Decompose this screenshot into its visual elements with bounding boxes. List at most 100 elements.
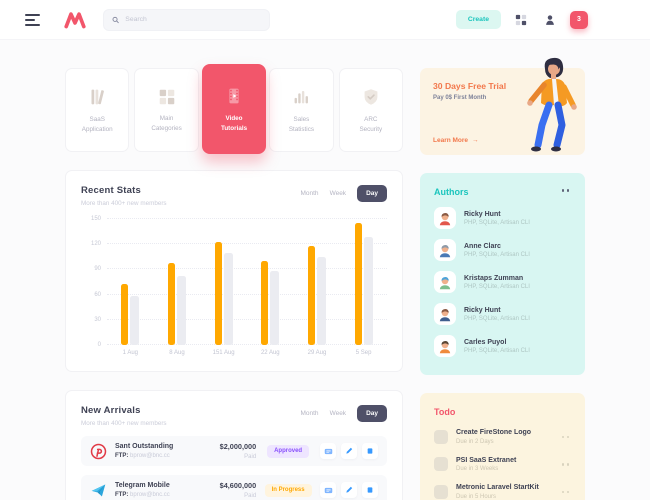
new-arrivals-card: New Arrivals More than 400+ new members … bbox=[65, 390, 403, 500]
filter-week-button[interactable]: Week bbox=[329, 410, 347, 417]
edit-button[interactable] bbox=[341, 482, 357, 498]
author-role: PHP, SQLite, Artisan CLI bbox=[464, 251, 530, 258]
todo-checkbox[interactable] bbox=[434, 429, 448, 444]
author-role: PHP, SQLite, Artisan CLI bbox=[464, 347, 530, 354]
bar-current bbox=[121, 283, 129, 345]
category-card-arc-security[interactable]: ARC Security bbox=[338, 68, 404, 152]
x-tick-label: 22 Aug bbox=[260, 350, 280, 356]
todo-item: Metronic Laravel StartKit Due in 5 Hours bbox=[434, 484, 571, 500]
author-role: PHP, SQLite, Artisan CLI bbox=[464, 283, 530, 290]
category-label: Main Categories bbox=[151, 115, 182, 132]
author-item[interactable]: Ricky Hunt PHP, SQLite, Artisan CLI bbox=[434, 303, 571, 325]
new-arrivals-subtitle: More than 400+ new members bbox=[81, 420, 167, 427]
recent-stats-card: Recent Stats More than 400+ new members … bbox=[65, 170, 403, 372]
box-icon bbox=[367, 448, 373, 454]
topbar-actions: Create 3 bbox=[455, 10, 588, 29]
arrival-amount: $2,000,000 bbox=[219, 442, 257, 452]
bar-group: 5 Sep bbox=[354, 219, 373, 356]
author-item[interactable]: Carles Puyol PHP, SQLite, Artisan CLI bbox=[434, 335, 571, 357]
author-name: Ricky Hunt bbox=[464, 210, 501, 218]
filter-month-button[interactable]: Month bbox=[300, 410, 319, 417]
bar-previous bbox=[223, 253, 233, 345]
category-label: Sales Statistics bbox=[288, 116, 315, 133]
author-item[interactable]: Kristaps Zumman PHP, SQLite, Artisan CLI bbox=[434, 271, 571, 293]
arrival-row: Telegram Mobile FTP: bprow@bnc.cc $4,600… bbox=[81, 475, 387, 500]
todo-item-due: Due in 2 Days bbox=[456, 438, 494, 445]
todo-item: PSI SaaS Extranet Due in 3 Weeks bbox=[434, 456, 572, 472]
filter-week-button[interactable]: Week bbox=[329, 190, 347, 197]
trial-title: 30 Days Free Trial bbox=[433, 81, 507, 91]
authors-card: Authors Ricky Hunt PHP, SQLite, Artisan … bbox=[420, 173, 585, 375]
bar-previous bbox=[270, 271, 280, 345]
y-tick-label: 120 bbox=[90, 241, 101, 248]
create-button[interactable]: Create bbox=[455, 10, 501, 29]
category-label: ARC Security bbox=[359, 116, 383, 133]
video-icon bbox=[229, 88, 239, 104]
left-column: SaaS Application Main Categories Video T… bbox=[65, 64, 404, 500]
trial-subtitle: Pay 0$ First Month bbox=[433, 95, 487, 101]
bar-group: 22 Aug bbox=[261, 219, 280, 356]
category-cards: SaaS Application Main Categories Video T… bbox=[65, 64, 404, 154]
avatar bbox=[434, 271, 456, 293]
grid-line bbox=[107, 268, 387, 270]
delete-button[interactable] bbox=[362, 482, 378, 498]
person-illustration bbox=[527, 57, 577, 152]
user-icon[interactable] bbox=[541, 11, 559, 29]
view-button[interactable] bbox=[320, 482, 336, 498]
y-tick-label: 90 bbox=[94, 266, 101, 273]
card-icon bbox=[324, 448, 332, 454]
author-role: PHP, SQLite, Artisan CLI bbox=[464, 219, 530, 226]
y-tick-label: 150 bbox=[90, 216, 101, 222]
arrival-amount: $4,600,000 bbox=[219, 481, 257, 491]
app-logo-icon[interactable] bbox=[64, 11, 86, 29]
arrival-amount-note: Paid bbox=[244, 453, 257, 460]
status-badge: In Progress bbox=[264, 483, 312, 497]
category-card-video-tutorials[interactable]: Video Tutorials bbox=[201, 64, 267, 154]
category-card-sales-statistics[interactable]: Sales Statistics bbox=[269, 68, 334, 152]
main-content: SaaS Application Main Categories Video T… bbox=[0, 40, 650, 500]
todo-checkbox[interactable] bbox=[434, 457, 448, 472]
stats-filters: Month Week Day bbox=[300, 185, 387, 202]
arrivals-filters: Month Week Day bbox=[300, 405, 387, 422]
arrival-name[interactable]: Sant Outstanding bbox=[115, 443, 174, 451]
more-menu-icon[interactable] bbox=[560, 434, 572, 441]
apps-grid-icon[interactable] bbox=[512, 11, 530, 29]
bar-group: 29 Aug bbox=[307, 219, 326, 356]
delete-button[interactable] bbox=[362, 443, 378, 459]
search-input[interactable] bbox=[125, 16, 261, 23]
y-tick-label: 0 bbox=[97, 342, 101, 348]
bar-current bbox=[214, 241, 222, 345]
arrival-amount-note: Paid bbox=[244, 492, 257, 499]
x-tick-label: 1 Aug bbox=[122, 350, 139, 356]
filter-month-button[interactable]: Month bbox=[300, 190, 319, 197]
grid-line bbox=[107, 293, 387, 295]
filter-day-button[interactable]: Day bbox=[357, 405, 387, 422]
row-actions bbox=[320, 482, 378, 498]
arrival-name[interactable]: Telegram Mobile bbox=[115, 482, 170, 490]
grid-line bbox=[107, 243, 387, 245]
bar-current bbox=[307, 245, 315, 345]
grid-icon bbox=[159, 89, 174, 105]
notification-badge[interactable]: 3 bbox=[570, 10, 588, 29]
category-card-main-categories[interactable]: Main Categories bbox=[134, 68, 199, 152]
todo-item-title: PSI SaaS Extranet bbox=[456, 456, 517, 464]
y-tick-label: 30 bbox=[94, 316, 101, 323]
bar-current bbox=[354, 223, 362, 345]
filter-day-button[interactable]: Day bbox=[357, 185, 387, 202]
arrival-row: Sant Outstanding FTP: bprow@bnc.cc $2,00… bbox=[81, 436, 387, 466]
author-item[interactable]: Anne Clarc PHP, SQLite, Artisan CLI bbox=[434, 239, 571, 261]
edit-button[interactable] bbox=[341, 443, 357, 459]
telegram-logo-icon bbox=[90, 482, 107, 499]
arrival-ftp: FTP: bprow@bnc.cc bbox=[115, 491, 170, 498]
x-tick-label: 5 Sep bbox=[355, 350, 372, 356]
authors-title: Authors bbox=[434, 187, 469, 197]
learn-more-link[interactable]: Learn More → bbox=[433, 137, 479, 144]
author-item[interactable]: Ricky Hunt PHP, SQLite, Artisan CLI bbox=[434, 207, 571, 229]
todo-checkbox[interactable] bbox=[434, 484, 448, 499]
more-menu-icon[interactable] bbox=[560, 461, 572, 468]
more-menu-icon[interactable] bbox=[560, 187, 572, 194]
more-menu-icon[interactable] bbox=[560, 489, 572, 496]
category-card-saas-application[interactable]: SaaS Application bbox=[65, 68, 130, 152]
hamburger-menu-icon[interactable] bbox=[25, 13, 40, 26]
view-button[interactable] bbox=[320, 443, 336, 459]
